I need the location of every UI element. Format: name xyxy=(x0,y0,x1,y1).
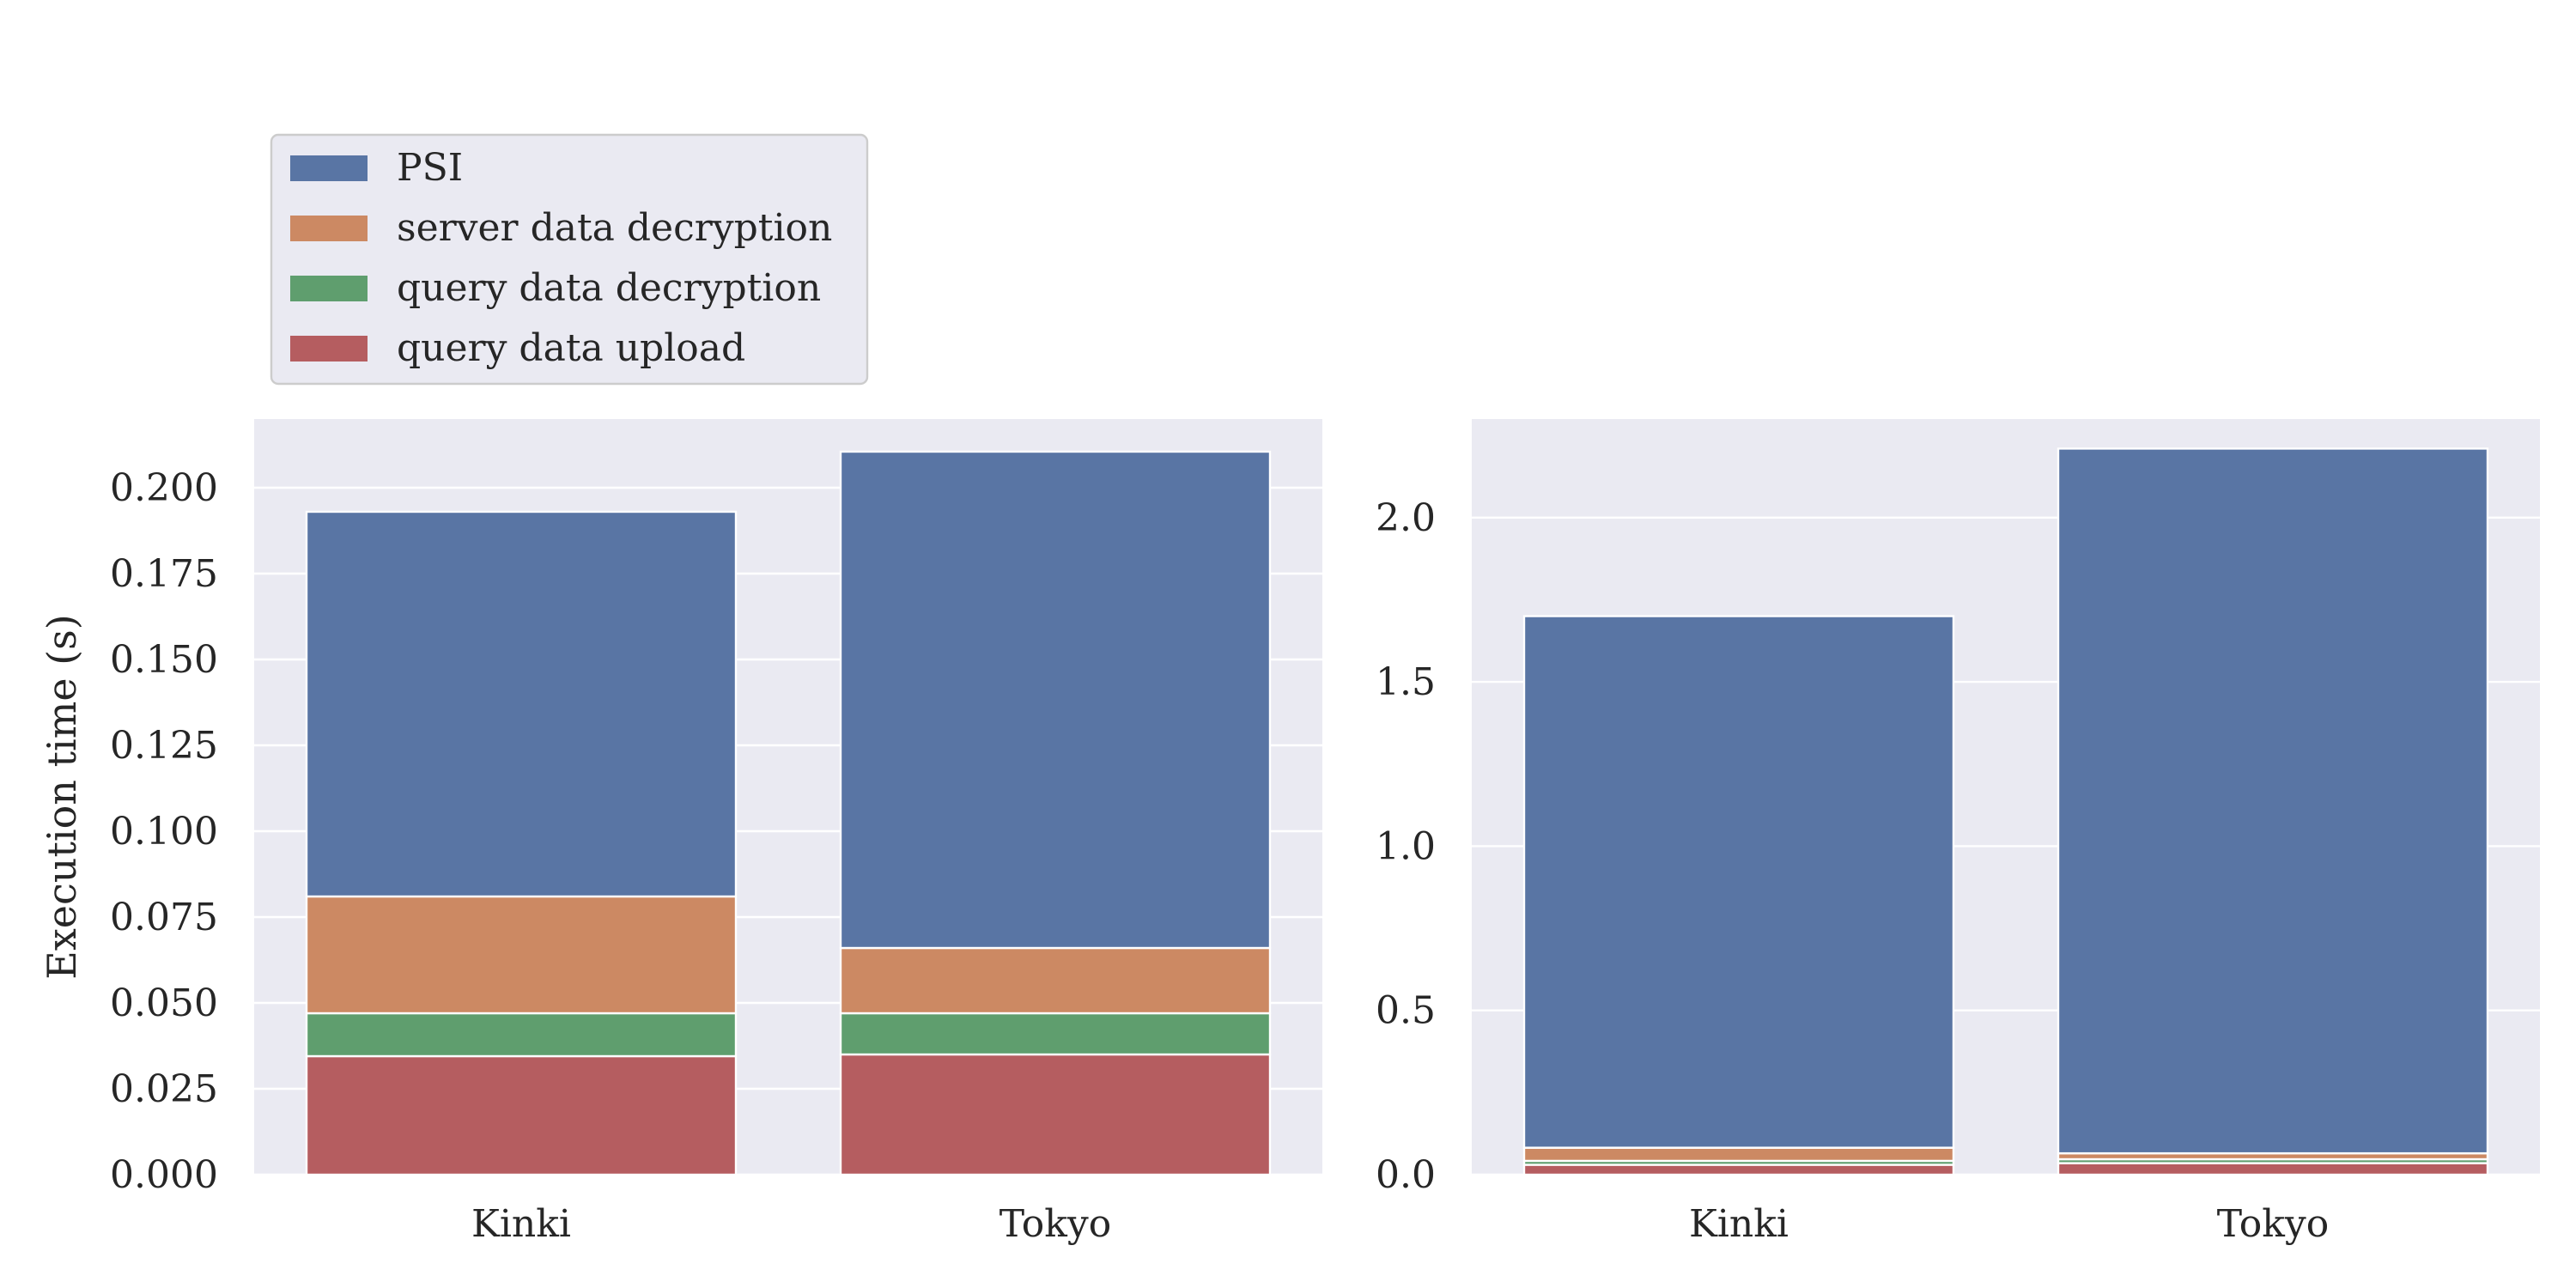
y-tick-label: 0.050 xyxy=(110,981,218,1025)
x-tick-label: Tokyo xyxy=(999,1202,1111,1246)
y-tick-label: 0.025 xyxy=(110,1067,218,1111)
legend-label-server-data-decryption: server data decryption xyxy=(397,206,832,250)
bar-tokyo-psi xyxy=(839,450,1272,950)
bar-kinki-psi xyxy=(1522,615,1955,1149)
legend-swatch-query-data-upload xyxy=(290,336,368,361)
legend-label-psi: PSI xyxy=(397,146,463,190)
chart-panel-right: 0.0 0.5 1.0 1.5 2.0 Kinki Tokyo xyxy=(1376,419,2540,1246)
y-tick-label: 0.5 xyxy=(1376,989,1436,1033)
y-tick-label: 0.150 xyxy=(110,638,218,682)
bar-tokyo-psi xyxy=(2057,447,2489,1155)
legend-box xyxy=(270,133,869,386)
bar-kinki-psi xyxy=(305,510,738,898)
y-tick-label: 0.0 xyxy=(1376,1153,1436,1197)
y-tick-label: 0.075 xyxy=(110,896,218,939)
chart-panel-left: 0.000 0.025 0.050 0.075 0.100 0.125 0.150 0.175… xyxy=(39,419,1322,1246)
legend: PSI server data decryption query data decr… xyxy=(270,133,869,386)
bar-kinki-server-data-decryption xyxy=(305,895,738,1015)
y-tick-label: 1.5 xyxy=(1376,660,1436,704)
bar-kinki-query-data-decryption xyxy=(305,1012,738,1058)
bar-tokyo-query-data-upload xyxy=(2057,1162,2489,1176)
bar-tokyo-query-data-upload xyxy=(839,1053,1272,1176)
x-tick-label: Kinki xyxy=(1689,1202,1789,1246)
legend-swatch-query-data-decryption xyxy=(290,276,368,301)
legend-label-query-data-decryption: query data decryption xyxy=(397,266,821,310)
legend-label-query-data-upload: query data upload xyxy=(397,326,745,370)
bar-tokyo-query-data-decryption xyxy=(839,1012,1272,1056)
x-tick-label: Kinki xyxy=(471,1202,571,1246)
y-tick-label: 0.175 xyxy=(110,552,218,596)
legend-swatch-psi xyxy=(290,155,368,181)
y-tick-label: 0.200 xyxy=(110,466,218,510)
y-tick-label: 1.0 xyxy=(1376,824,1436,868)
x-tick-label: Tokyo xyxy=(2217,1202,2329,1246)
y-tick-label: 2.0 xyxy=(1376,496,1436,540)
y-tick-label: 0.100 xyxy=(110,810,218,854)
bar-tokyo-server-data-decryption xyxy=(839,946,1272,1015)
y-tick-label: 0.125 xyxy=(110,724,218,768)
y-tick-label: 0.000 xyxy=(110,1153,218,1197)
legend-swatch-server-data-decryption xyxy=(290,216,368,241)
bar-kinki-query-data-upload xyxy=(305,1054,738,1176)
y-axis-label: Execution time (s) xyxy=(39,614,85,979)
bar-kinki-query-data-upload xyxy=(1522,1163,1955,1176)
bar-kinki-server-data-decryption xyxy=(1522,1146,1955,1163)
